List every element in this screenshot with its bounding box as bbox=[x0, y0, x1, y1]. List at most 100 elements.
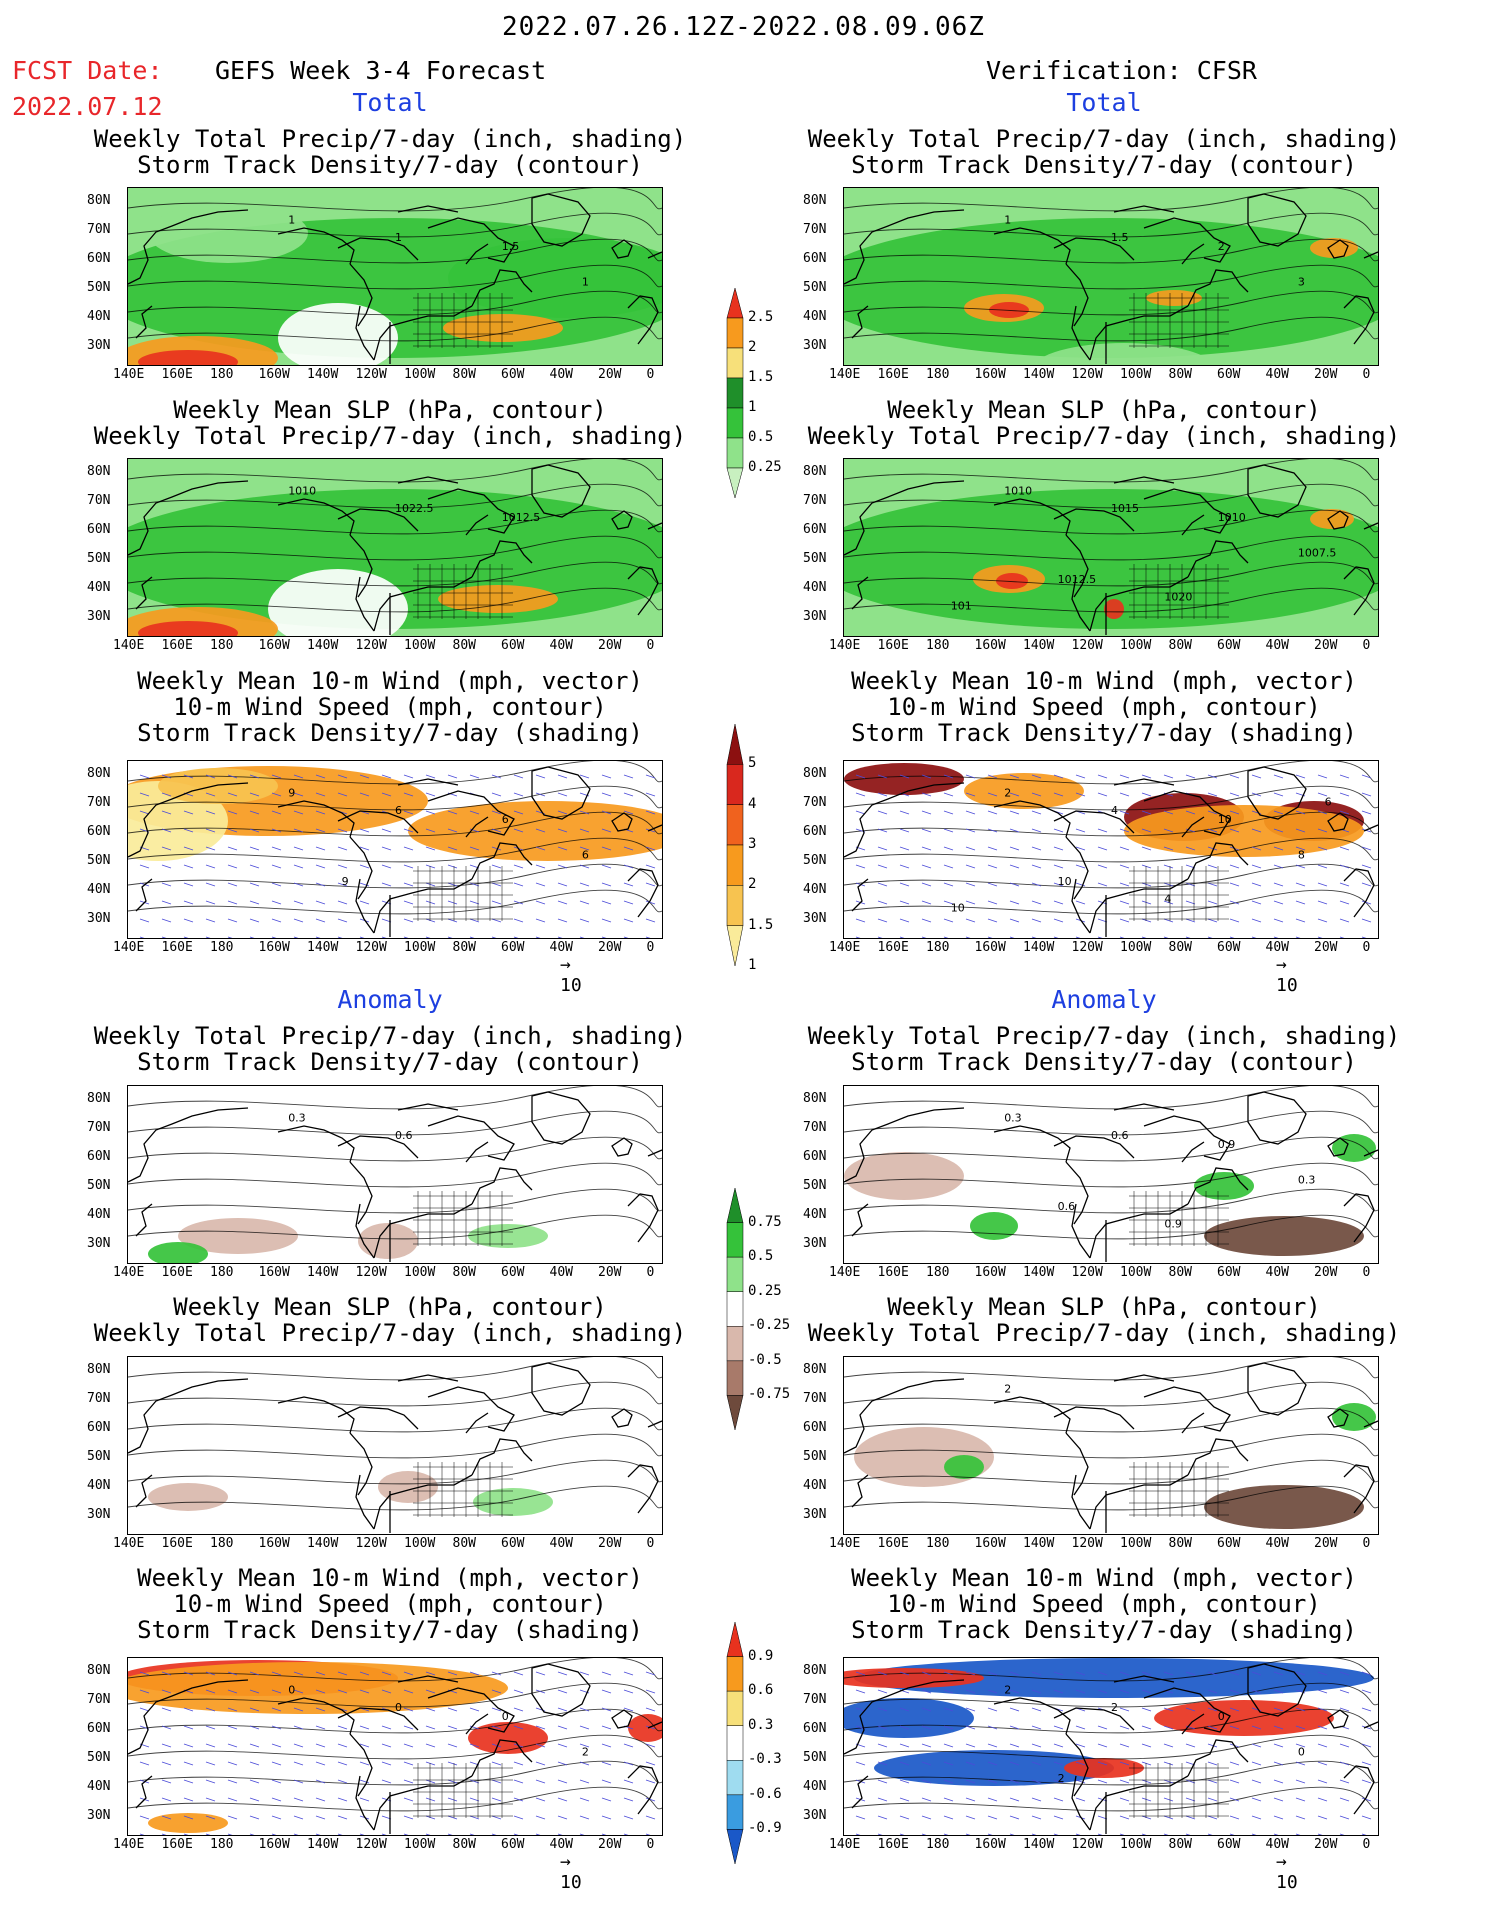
wind-vector bbox=[1053, 1689, 1064, 1694]
wind-vector bbox=[965, 1689, 976, 1694]
wind-vector bbox=[491, 1815, 502, 1820]
wind-vector bbox=[161, 900, 172, 905]
wind-vector bbox=[249, 1689, 260, 1694]
colorbar-swatch bbox=[726, 287, 744, 319]
coastline bbox=[1143, 1687, 1231, 1733]
lon-label: 160E bbox=[161, 1837, 193, 1852]
wind-vector bbox=[315, 882, 326, 887]
lon-label: 120W bbox=[355, 1536, 387, 1551]
wind-vector bbox=[1251, 792, 1262, 797]
wind-vector bbox=[227, 900, 238, 905]
contour-label: 1012.5 bbox=[1058, 573, 1097, 586]
lon-label: 100W bbox=[404, 638, 436, 653]
lon-label: 160W bbox=[974, 638, 1006, 653]
lat-label: 80N bbox=[87, 193, 111, 208]
coastline bbox=[851, 1474, 869, 1508]
coastline bbox=[355, 1203, 375, 1259]
wind-vector bbox=[943, 1797, 954, 1802]
wind-vector bbox=[1141, 846, 1152, 851]
wind-vector bbox=[987, 810, 998, 815]
wind-vector bbox=[403, 1743, 414, 1748]
wind-vector bbox=[579, 1743, 590, 1748]
coastline bbox=[427, 1687, 515, 1733]
lon-label: 80W bbox=[452, 1265, 476, 1280]
wind-vector bbox=[579, 936, 585, 938]
wind-vector bbox=[1031, 882, 1042, 887]
wind-vector bbox=[425, 774, 436, 779]
wind-vector bbox=[535, 936, 541, 938]
wind-vector bbox=[1053, 1761, 1064, 1766]
wind-vector bbox=[1097, 864, 1108, 869]
colorbar-swatch bbox=[726, 377, 744, 409]
lat-label: 40N bbox=[803, 1779, 827, 1794]
lon-label: 100W bbox=[1120, 940, 1152, 955]
contour-line bbox=[844, 837, 1378, 863]
wind-vector bbox=[623, 792, 634, 797]
lat-label: 80N bbox=[87, 1091, 111, 1106]
wind-vector bbox=[645, 882, 656, 887]
wind-vector bbox=[403, 1689, 414, 1694]
lon-label: 120W bbox=[355, 1265, 387, 1280]
contour-line bbox=[128, 837, 662, 863]
wind-vector bbox=[403, 1671, 414, 1676]
wind-vector bbox=[579, 1779, 590, 1784]
wind-vector bbox=[1229, 900, 1240, 905]
wind-vector bbox=[227, 1671, 238, 1676]
wind-vector bbox=[1053, 864, 1064, 869]
wind-vector bbox=[425, 900, 436, 905]
wind-vector bbox=[315, 828, 326, 833]
coastline bbox=[1065, 263, 1089, 327]
wind-vector bbox=[1273, 882, 1284, 887]
wind-vector bbox=[965, 1815, 976, 1820]
wind-vector bbox=[855, 792, 866, 797]
contour-line bbox=[844, 483, 1378, 509]
wind-vector bbox=[921, 828, 932, 833]
wind-vector bbox=[1185, 1815, 1196, 1820]
coastline bbox=[349, 836, 373, 900]
wind-vector bbox=[1185, 936, 1191, 938]
contour-label: 0 bbox=[502, 1710, 509, 1723]
lat-label: 60N bbox=[803, 1721, 827, 1736]
lat-label: 50N bbox=[87, 1750, 111, 1765]
wind-vector bbox=[161, 1707, 172, 1712]
wind-vector bbox=[557, 1725, 568, 1730]
wind-vector bbox=[943, 1689, 954, 1694]
contour-line bbox=[128, 238, 662, 264]
wind-vector bbox=[315, 810, 326, 815]
coastline bbox=[1343, 1765, 1375, 1815]
coastline bbox=[627, 1464, 659, 1514]
wind-vector bbox=[337, 864, 348, 869]
wind-vector bbox=[161, 846, 172, 851]
wind-vector bbox=[359, 792, 370, 797]
coastline bbox=[1071, 1775, 1091, 1831]
wind-vector bbox=[601, 1743, 612, 1748]
coastline bbox=[1327, 1408, 1349, 1428]
contour-label: 101 bbox=[951, 599, 972, 612]
wind-vector bbox=[161, 1689, 172, 1694]
contour-line bbox=[844, 1682, 1378, 1708]
wind-vector bbox=[1163, 846, 1174, 851]
wind-vector bbox=[921, 846, 932, 851]
wind-vector bbox=[1163, 918, 1174, 923]
lon-label: 140E bbox=[829, 940, 861, 955]
wind-vector bbox=[943, 1761, 954, 1766]
wind-vector bbox=[1229, 1725, 1240, 1730]
lat-label: 50N bbox=[87, 1449, 111, 1464]
wind-vector bbox=[1361, 1797, 1372, 1802]
wind-vector bbox=[1097, 774, 1108, 779]
wind-vector bbox=[943, 882, 954, 887]
wind-vector bbox=[491, 828, 502, 833]
wind-vector bbox=[1009, 792, 1020, 797]
wind-vector bbox=[249, 1833, 255, 1835]
wind-vector bbox=[965, 882, 976, 887]
wind-vector bbox=[293, 1707, 304, 1712]
wind-vector bbox=[1361, 792, 1372, 797]
wind-vector bbox=[921, 1779, 932, 1784]
lat-label: 60N bbox=[87, 824, 111, 839]
wind-vector bbox=[1009, 900, 1020, 905]
wind-vector bbox=[183, 846, 194, 851]
lon-label: 160W bbox=[974, 940, 1006, 955]
wind-vector bbox=[645, 1815, 656, 1820]
wind-vector bbox=[601, 1725, 612, 1730]
